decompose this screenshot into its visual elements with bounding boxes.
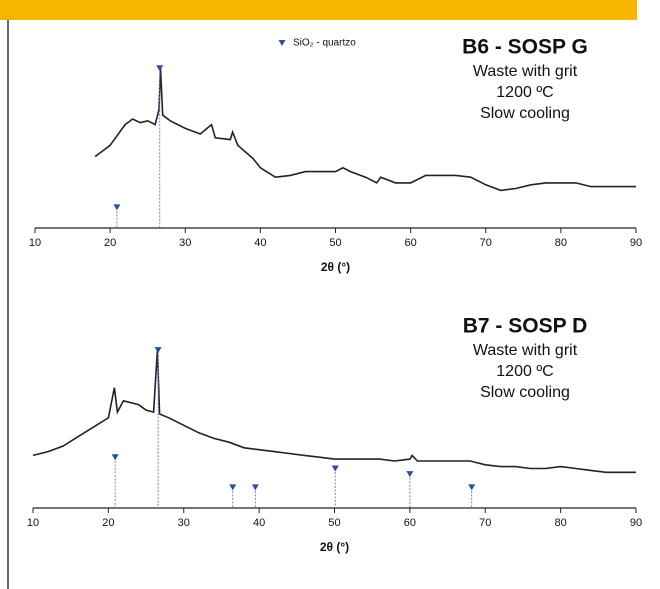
peak-marker	[406, 471, 414, 478]
annotation: Slow cooling	[480, 105, 570, 122]
x-tick-label: 50	[329, 237, 341, 249]
x-tick-label: 80	[555, 237, 567, 249]
x-tick-label: 80	[555, 517, 567, 529]
chart-title: B6 - SOSP G	[462, 36, 588, 59]
peak-marker	[229, 484, 237, 491]
x-tick-label: 70	[479, 517, 491, 529]
x-tick-label: 90	[630, 237, 642, 249]
peak-marker	[154, 347, 162, 354]
peak-marker	[331, 465, 339, 472]
annotation: Slow cooling	[480, 384, 570, 401]
x-tick-label: 20	[102, 517, 114, 529]
x-axis-label: 2θ (°)	[320, 540, 349, 554]
legend-label: SiO₂ - quartzo	[293, 38, 356, 49]
x-tick-label: 90	[630, 517, 642, 529]
x-tick-label: 30	[178, 517, 190, 529]
x-tick-label: 10	[29, 237, 41, 249]
peak-marker	[113, 204, 121, 211]
x-tick-label: 20	[104, 237, 116, 249]
x-tick-label: 40	[253, 517, 265, 529]
annotation: Waste with grit	[473, 63, 578, 80]
diffraction-line	[32, 350, 636, 474]
x-tick-label: 30	[179, 237, 191, 249]
header-bar	[0, 0, 637, 20]
x-tick-label: 70	[480, 237, 492, 249]
annotation: Waste with grit	[473, 342, 578, 359]
x-tick-label: 50	[328, 517, 340, 529]
x-tick-label: 40	[254, 237, 266, 249]
annotation: 1200 ºC	[496, 84, 553, 101]
peak-marker	[251, 484, 259, 491]
peak-marker	[468, 484, 476, 491]
chart-title: B7 - SOSP D	[463, 315, 587, 338]
peak-marker	[111, 454, 119, 461]
x-tick-label: 10	[27, 517, 39, 529]
peak-marker	[156, 65, 164, 72]
x-tick-label: 60	[404, 517, 416, 529]
legend-symbol	[278, 40, 286, 46]
x-tick-label: 60	[405, 237, 417, 249]
x-axis-label: 2θ (°)	[321, 260, 350, 274]
annotation: 1200 ºC	[496, 363, 553, 380]
diffraction-line	[94, 68, 636, 192]
